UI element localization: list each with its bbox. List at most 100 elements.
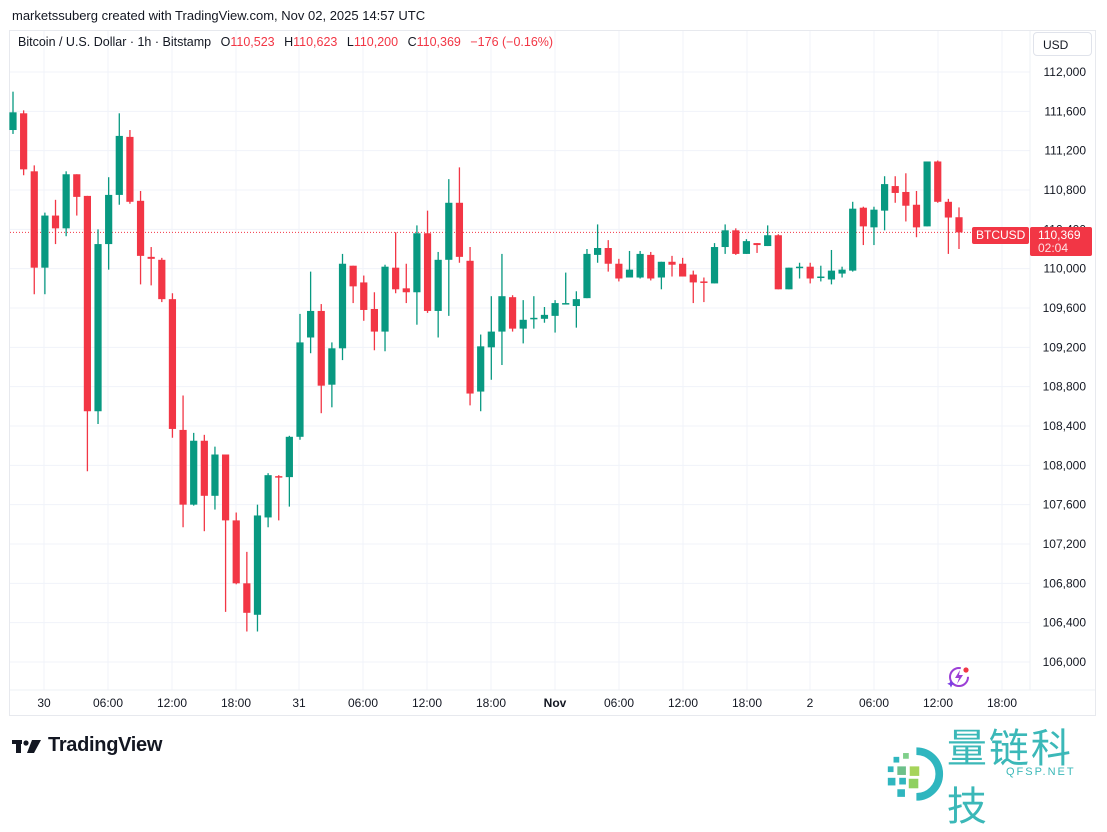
price-tick-label: 108,800 (1043, 380, 1087, 394)
close-label: C (407, 35, 417, 49)
symbol-price-label: BTCUSD (972, 227, 1030, 244)
candle (647, 251, 655, 281)
tradingview-logo-icon (12, 739, 41, 753)
candle (381, 264, 389, 352)
candle (392, 232, 400, 294)
candle (604, 240, 612, 272)
tradingview-wordmark: TradingView (48, 734, 163, 756)
ohlc-legend: Bitcoin / U.S. Dollar · 1h · Bitstamp O1… (18, 35, 553, 49)
candle (62, 171, 70, 237)
candle (413, 225, 421, 325)
candle (679, 257, 687, 277)
candle (732, 228, 740, 255)
candle (147, 247, 155, 286)
candle (944, 198, 952, 254)
candle (806, 262, 814, 284)
change-value: −176 (−0.16%) (470, 35, 554, 49)
candle (710, 243, 719, 284)
candle (126, 130, 134, 204)
candle (51, 199, 60, 245)
time-tick-label: 06:00 (348, 696, 378, 710)
candle (275, 475, 283, 521)
candle (158, 257, 166, 303)
bar-countdown: 02:04 (1038, 241, 1069, 255)
candle (190, 432, 198, 506)
candle (455, 167, 464, 263)
candle (232, 512, 240, 585)
candle (827, 249, 836, 285)
candle (423, 210, 432, 313)
open-label: O (220, 35, 231, 49)
time-tick-label: 06:00 (604, 696, 634, 710)
candle (753, 243, 761, 253)
candle (243, 551, 251, 632)
price-tick-label: 111,600 (1044, 104, 1086, 118)
candle (136, 190, 145, 285)
candle (94, 229, 102, 425)
candle (338, 253, 347, 361)
lightning-alert-icon[interactable] (946, 664, 972, 695)
candle (498, 253, 506, 366)
candle (742, 239, 751, 254)
currency-selector[interactable]: USD (1033, 32, 1092, 56)
watermark-domain: QFSP.NET (1006, 766, 1076, 778)
candle (328, 342, 336, 408)
candle (530, 296, 538, 329)
candlestick-plot[interactable]: 112,000111,600111,200110,800110,400110,0… (0, 0, 1107, 776)
candle (572, 291, 580, 328)
candle (594, 224, 602, 263)
candle (625, 250, 634, 278)
candle (105, 177, 113, 270)
chart-credit: marketssuberg created with TradingView.c… (12, 8, 426, 23)
candle (934, 160, 942, 203)
time-tick-label: Nov (544, 696, 567, 710)
price-tick-label: 109,600 (1043, 301, 1087, 315)
candle (519, 300, 527, 344)
time-tick-label: 06:00 (859, 696, 889, 710)
symbol-description: Bitcoin / U.S. Dollar · 1h · Bitstamp (18, 35, 212, 49)
candle (764, 225, 772, 247)
candle (296, 313, 304, 440)
price-tick-label: 109,200 (1043, 340, 1087, 354)
price-tick-label: 108,000 (1043, 458, 1087, 472)
candle (849, 201, 857, 272)
open-value: 110,523 (230, 35, 275, 49)
time-tick-label: 18:00 (732, 696, 762, 710)
candle (466, 247, 474, 406)
candle (774, 234, 782, 290)
candle (562, 272, 570, 305)
price-tick-label: 107,600 (1043, 498, 1087, 512)
candle (551, 300, 559, 333)
candle (795, 262, 804, 279)
low-value: 110,200 (353, 35, 399, 49)
qfsp-watermark: 量链科技 QFSP.NET (884, 716, 1107, 832)
time-tick-label: 12:00 (157, 696, 187, 710)
candle (9, 91, 17, 134)
high-value: 110,623 (293, 35, 338, 49)
price-tick-label: 110,800 (1044, 183, 1087, 197)
candle (211, 446, 219, 510)
price-tick-label: 110,000 (1044, 262, 1087, 276)
price-tick-label: 107,200 (1043, 537, 1087, 551)
candle (370, 292, 378, 351)
candle (179, 395, 187, 528)
price-tick-label: 112,000 (1044, 65, 1087, 79)
candle (115, 113, 123, 205)
candle (859, 206, 867, 246)
price-tick-label: 106,000 (1043, 655, 1087, 669)
candle (636, 250, 644, 279)
candle (540, 307, 549, 323)
candle (912, 190, 921, 238)
candle (73, 174, 81, 216)
price-tick-label: 106,400 (1043, 616, 1087, 630)
time-tick-label: 12:00 (412, 696, 442, 710)
candle (668, 255, 676, 277)
candle (445, 179, 453, 316)
candle (253, 504, 262, 632)
candle (902, 173, 910, 222)
tradingview-logo[interactable]: TradingView (12, 734, 162, 757)
price-tick-label: 111,200 (1044, 144, 1086, 158)
candle (83, 195, 92, 472)
close-value: 110,369 (416, 35, 461, 49)
chart-frame[interactable] (9, 30, 1096, 716)
